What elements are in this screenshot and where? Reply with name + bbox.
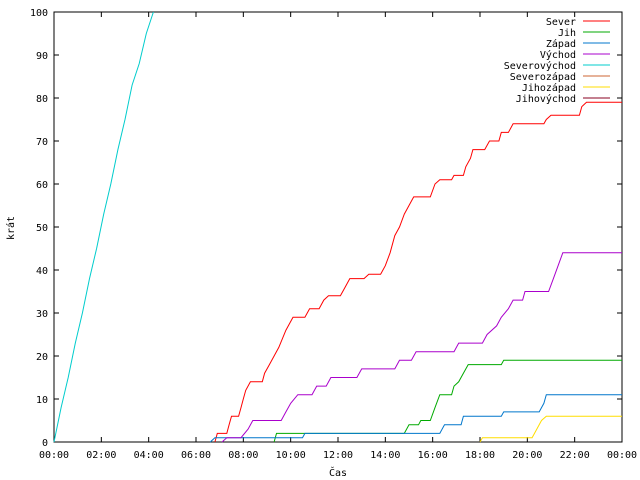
x-tick-label: 04:00 — [134, 450, 164, 461]
x-tick-label: 08:00 — [228, 450, 258, 461]
y-tick-label: 10 — [36, 395, 48, 406]
x-tick-label: 16:00 — [418, 450, 448, 461]
y-tick-label: 70 — [36, 137, 48, 148]
legend-label: Východ — [540, 49, 576, 61]
y-tick-label: 0 — [42, 438, 48, 449]
y-tick-label: 100 — [30, 8, 48, 19]
y-tick-label: 30 — [36, 309, 48, 320]
x-tick-label: 20:00 — [512, 450, 542, 461]
y-tick-label: 20 — [36, 352, 48, 363]
legend-label: Západ — [546, 38, 576, 50]
x-tick-label: 02:00 — [86, 450, 116, 461]
x-tick-label: 06:00 — [181, 450, 211, 461]
legend-label: Jihovýchod — [516, 93, 576, 105]
series-line-1 — [273, 359, 622, 443]
series-line-2 — [209, 394, 622, 443]
y-tick-label: 90 — [36, 51, 48, 62]
legend-label: Jihozápad — [522, 82, 576, 94]
legend-label: Severozápad — [510, 71, 576, 83]
x-tick-label: 22:00 — [560, 450, 590, 461]
series-line-3 — [221, 252, 622, 443]
x-tick-label: 14:00 — [370, 450, 400, 461]
y-tick-label: 60 — [36, 180, 48, 191]
series-line-6 — [479, 415, 622, 443]
legend-label: Sever — [546, 17, 576, 28]
legend-label: Jih — [558, 28, 576, 39]
x-tick-label: 18:00 — [465, 450, 495, 461]
x-tick-label: 10:00 — [276, 450, 306, 461]
x-axis-title: Čas — [329, 466, 347, 479]
x-tick-label: 00:00 — [39, 450, 69, 461]
x-tick-label: 00:00 — [607, 450, 637, 461]
y-tick-label: 50 — [36, 223, 48, 234]
y-tick-label: 40 — [36, 266, 48, 277]
x-tick-label: 12:00 — [323, 450, 353, 461]
legend-label: Severovýchod — [504, 60, 576, 72]
y-tick-label: 80 — [36, 94, 48, 105]
series-line-4 — [53, 11, 154, 443]
y-axis-title: krát — [5, 216, 17, 240]
series-line-0 — [214, 101, 622, 443]
